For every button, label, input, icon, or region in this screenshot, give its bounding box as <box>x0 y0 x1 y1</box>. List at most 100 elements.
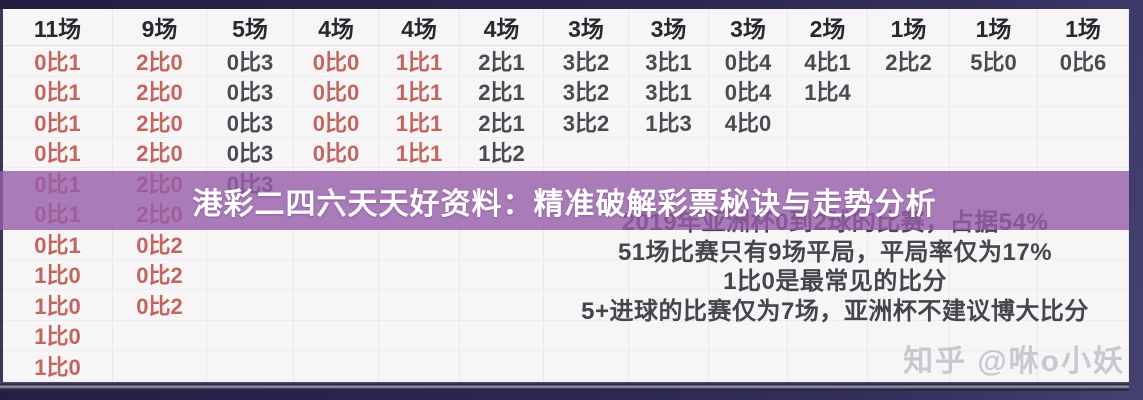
empty-cell <box>709 229 788 260</box>
empty-cell <box>1038 351 1129 382</box>
empty-cell <box>629 259 709 290</box>
empty-cell <box>950 259 1038 290</box>
empty-cell <box>544 259 629 290</box>
empty-cell <box>207 229 294 260</box>
score-cell: 1比0 <box>3 351 113 382</box>
header-cell: 3场 <box>544 9 629 46</box>
empty-cell <box>868 351 950 382</box>
empty-cell <box>544 351 629 382</box>
table-bottom-rule <box>0 382 1129 391</box>
empty-cell <box>460 290 544 321</box>
promo-banner: 港彩二四六天天好资料：精准破解彩票秘诀与走势分析 <box>0 171 1129 230</box>
empty-cell <box>629 351 709 382</box>
empty-cell <box>950 137 1038 168</box>
score-cell: 2比1 <box>460 46 544 77</box>
empty-cell <box>379 259 460 290</box>
empty-cell <box>544 290 629 321</box>
score-cell: 0比2 <box>113 259 207 290</box>
empty-cell <box>950 229 1038 260</box>
score-cell: 2比1 <box>460 107 544 138</box>
header-cell: 1场 <box>868 9 950 46</box>
score-cell: 0比1 <box>3 137 113 168</box>
score-cell: 0比1 <box>3 229 113 260</box>
empty-cell <box>950 290 1038 321</box>
score-cell: 1比0 <box>3 290 113 321</box>
empty-cell <box>1038 137 1129 168</box>
header-cell: 2场 <box>788 9 868 46</box>
score-cell: 0比2 <box>113 229 207 260</box>
score-cell: 0比0 <box>294 46 379 77</box>
score-cell: 3比2 <box>544 46 629 77</box>
empty-cell <box>788 229 868 260</box>
empty-cell <box>207 290 294 321</box>
watermark-handle: @咻o小妖 <box>977 345 1125 378</box>
empty-cell <box>1038 107 1129 138</box>
score-cell: 2比0 <box>113 76 207 107</box>
empty-cell <box>868 76 950 107</box>
empty-cell <box>629 290 709 321</box>
empty-cell <box>460 259 544 290</box>
score-cell: 0比2 <box>113 290 207 321</box>
score-cell: 3比1 <box>629 46 709 77</box>
empty-cell <box>950 76 1038 107</box>
score-cell: 0比3 <box>207 76 294 107</box>
empty-cell <box>868 259 950 290</box>
empty-cell <box>868 290 950 321</box>
score-cell: 2比2 <box>868 46 950 77</box>
header-cell: 5场 <box>207 9 294 46</box>
score-cell: 1比1 <box>379 46 460 77</box>
empty-cell <box>294 320 379 351</box>
empty-cell <box>629 137 709 168</box>
score-cell: 3比2 <box>544 76 629 107</box>
empty-cell <box>1038 76 1129 107</box>
empty-cell <box>788 259 868 290</box>
empty-cell <box>379 290 460 321</box>
header-cell: 3场 <box>629 9 709 46</box>
score-cell: 4比1 <box>788 46 868 77</box>
empty-cell <box>950 107 1038 138</box>
score-cell: 3比2 <box>544 107 629 138</box>
empty-cell <box>379 320 460 351</box>
watermark: 知乎 @咻o小妖 <box>903 336 1125 380</box>
score-cell: 2比0 <box>113 137 207 168</box>
score-cell: 0比1 <box>3 107 113 138</box>
header-cell: 3场 <box>709 9 788 46</box>
score-cell: 0比3 <box>207 107 294 138</box>
header-cell: 9场 <box>113 9 207 46</box>
stats-line-3: 1比0是最常见的比分 <box>723 268 947 295</box>
empty-cell <box>544 137 629 168</box>
empty-cell <box>788 107 868 138</box>
empty-cell <box>207 320 294 351</box>
score-cell: 1比1 <box>379 107 460 138</box>
empty-cell <box>868 229 950 260</box>
empty-cell <box>460 229 544 260</box>
empty-cell <box>207 351 294 382</box>
empty-cell <box>788 137 868 168</box>
score-cell: 4比0 <box>709 107 788 138</box>
score-cell: 0比3 <box>207 137 294 168</box>
empty-cell <box>544 320 629 351</box>
empty-cell <box>788 351 868 382</box>
score-cell: 0比1 <box>3 76 113 107</box>
empty-cell <box>629 320 709 351</box>
header-cell: 4场 <box>460 9 544 46</box>
empty-cell <box>1038 259 1129 290</box>
empty-cell <box>868 107 950 138</box>
score-cell: 0比0 <box>294 137 379 168</box>
empty-cell <box>788 320 868 351</box>
empty-cell <box>207 259 294 290</box>
promo-banner-text: 港彩二四六天天好资料：精准破解彩票秘诀与走势分析 <box>192 187 937 221</box>
score-cell: 0比4 <box>709 76 788 107</box>
score-cell: 1比0 <box>3 320 113 351</box>
score-cell: 1比1 <box>379 137 460 168</box>
empty-cell <box>868 137 950 168</box>
empty-cell <box>629 229 709 260</box>
empty-cell <box>788 290 868 321</box>
score-cell: 2比0 <box>113 46 207 77</box>
empty-cell <box>709 351 788 382</box>
empty-cell <box>379 351 460 382</box>
empty-cell <box>460 351 544 382</box>
score-cell: 1比0 <box>3 259 113 290</box>
stats-line-2: 51场比赛只有9场平局，平局率仅为17% <box>617 238 1053 266</box>
